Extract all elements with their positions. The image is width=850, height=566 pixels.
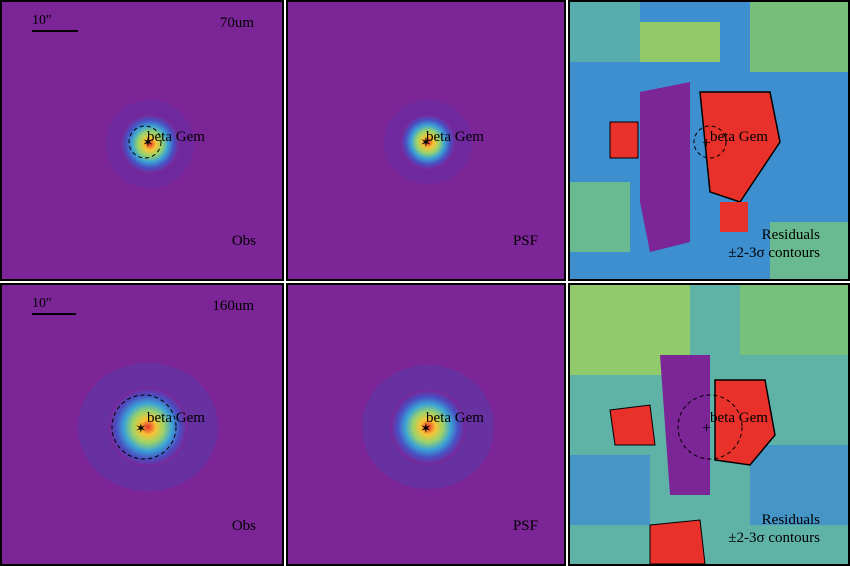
panel-label: PSF [512,233,538,249]
residual-160um-panel: + beta Gem Residuals ±2-3σ contours [568,283,850,566]
obs-160um-panel: ✶ 10" 160um beta Gem Obs [0,283,284,566]
band-label: 70um [219,15,254,31]
obs-70um-image: ✶ [2,2,282,279]
scale-label: 10" [32,13,52,28]
svg-text:✶: ✶ [420,136,432,151]
target-label: beta Gem [710,410,768,426]
scale-label: 10" [32,296,52,311]
psf-160um-image: ✶ [288,285,564,564]
psf-70um-image: ✶ [288,2,564,279]
panel-label: PSF [512,518,538,534]
band-label: 160um [212,298,254,314]
obs-160um-image: ✶ [2,285,282,564]
svg-text:+: + [702,420,711,437]
svg-text:✶: ✶ [135,422,147,437]
svg-text:✶: ✶ [420,422,432,437]
target-label: beta Gem [426,129,484,145]
target-label: beta Gem [710,129,768,145]
residual-70um-image: + [570,2,848,279]
target-label: beta Gem [147,129,205,145]
residual-160um-image: + [570,285,848,564]
psf-160um-panel: ✶ beta Gem PSF [286,283,566,566]
scale-bar [32,30,78,32]
residuals-label: Residuals [761,227,820,243]
contours-label: ±2-3σ contours [728,530,820,546]
obs-70um-panel: ✶ 10" 70um beta Gem Obs [0,0,284,281]
scale-bar [32,313,76,315]
panel-label: Obs [231,233,256,249]
svg-text:+: + [702,135,711,152]
target-label: beta Gem [147,410,205,426]
target-label: beta Gem [426,410,484,426]
residuals-label: Residuals [761,512,820,528]
panel-label: Obs [231,518,256,534]
psf-70um-panel: ✶ beta Gem PSF [286,0,566,281]
residual-70um-panel: + beta Gem Residuals ±2-3σ contours [568,0,850,281]
contours-label: ±2-3σ contours [728,245,820,261]
svg-text:✶: ✶ [142,136,154,151]
